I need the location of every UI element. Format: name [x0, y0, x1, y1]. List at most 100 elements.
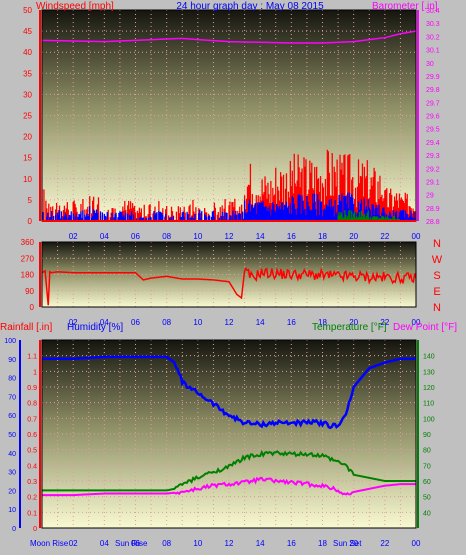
dewpoint-axis-label: Dew Point [°F] — [393, 322, 457, 333]
compass-label: S — [433, 270, 440, 282]
humidity-tick-label: 90 — [8, 357, 16, 364]
wind-plot-area — [42, 10, 416, 221]
x-tick-label: 08 — [162, 318, 171, 327]
rainfall-tick-label: 0.4 — [27, 463, 37, 470]
direction-tick-label: 270 — [21, 254, 35, 263]
barometer-tick-label: 29.5 — [426, 127, 440, 134]
x-tick-label: 02 — [69, 318, 78, 327]
humidity-tick-label: 20 — [8, 488, 16, 495]
humidity-tick-label: 10 — [8, 507, 16, 514]
wind-x-tick-labels: 02 04 06 08 10 12 14 16 18 20 22 00 — [69, 232, 421, 241]
x-tick-label: 20 — [349, 318, 358, 327]
temp-plot-border — [41, 339, 417, 529]
barometer-tick-label: 29.7 — [426, 100, 440, 107]
x-tick-label: 10 — [193, 318, 202, 327]
windspeed-tick-labels: 0 5 10 15 20 25 30 35 40 45 50 — [23, 6, 32, 226]
barometer-tick-label: 29.3 — [426, 153, 440, 160]
temp-series-layer — [42, 355, 416, 497]
windspeed-tick-label: 35 — [23, 69, 32, 78]
windspeed-tick-label: 25 — [23, 112, 32, 121]
windspeed-tick-label: 10 — [23, 175, 32, 184]
direction-tick-label: 0 — [30, 303, 35, 312]
rainfall-tick-label: 0.8 — [27, 401, 37, 408]
x-tick-label: 16 — [287, 232, 296, 241]
x-tick-label: 18 — [318, 318, 327, 327]
direction-x-tick-labels: 02 04 06 08 10 12 14 16 18 20 22 00 — [69, 318, 421, 327]
x-tick-label: 12 — [225, 318, 234, 327]
x-tick-label: 16 — [287, 539, 296, 548]
x-tick-label: 18 — [318, 539, 327, 548]
x-tick-label: 10 — [193, 539, 202, 548]
direction-tick-labels: 0 90 180 270 360 — [21, 238, 35, 312]
direction-tick-label: 360 — [21, 238, 35, 247]
temperature-tick-label: 120 — [423, 385, 435, 392]
rainfall-tick-label: 0.6 — [27, 432, 37, 439]
rainfall-tick-label: 1.1 — [27, 354, 37, 361]
windspeed-tick-label: 45 — [23, 27, 32, 36]
rainfall-tick-labels: 0 0.1 0.2 0.3 0.4 0.5 0.6 0.7 0.8 0.9 1 1.1 — [27, 354, 37, 533]
x-tick-label: 14 — [256, 318, 265, 327]
rainfall-tick-label: 0.9 — [27, 385, 37, 392]
x-tick-label: 04 — [100, 318, 109, 327]
x-tick-label: 22 — [380, 318, 389, 327]
x-tick-label: 12 — [225, 232, 234, 241]
compass-label: N — [433, 238, 441, 250]
direction-tick-label: 90 — [25, 287, 34, 296]
x-tick-label: 06 — [131, 539, 140, 548]
rainfall-tick-label: 0.2 — [27, 495, 37, 502]
temperature-tick-label: 50 — [423, 495, 431, 502]
direction-plot-border — [41, 241, 417, 308]
wind-barometer-panel: Windspeed [mph] 24 hour graph day : May … — [23, 1, 440, 241]
temp-humidity-panel: Rainfall [.in] Humidity [%] Temperature … — [0, 322, 457, 548]
humidity-tick-label: 80 — [8, 376, 16, 383]
barometer-line — [42, 30, 416, 44]
x-tick-label: 22 — [380, 539, 389, 548]
moon-rise-label: Moon Rise — [30, 539, 69, 548]
x-tick-label: 08 — [162, 539, 171, 548]
x-tick-label: 12 — [225, 539, 234, 548]
sun-set-label: Sun Set — [333, 539, 362, 548]
x-tick-label: 06 — [131, 232, 140, 241]
barometer-tick-label: 29.4 — [426, 140, 440, 147]
barometer-tick-label: 29.9 — [426, 74, 440, 81]
x-tick-label: 04 — [100, 539, 109, 548]
temp-grid — [42, 340, 416, 529]
compass-label: W — [432, 254, 443, 266]
barometer-tick-label: 29.2 — [426, 166, 440, 173]
rainfall-axis-label: Rainfall [.in] — [0, 322, 52, 333]
barometer-tick-label: 28.9 — [426, 206, 440, 213]
x-tick-label: 20 — [349, 539, 358, 548]
windspeed-tick-label: 40 — [23, 48, 32, 57]
compass-label: N — [433, 302, 441, 314]
temperature-tick-label: 60 — [423, 479, 431, 486]
temperature-tick-label: 130 — [423, 369, 435, 376]
x-tick-label: 20 — [349, 232, 358, 241]
x-tick-label: 04 — [100, 232, 109, 241]
rainfall-tick-label: 1 — [33, 369, 37, 376]
rainfall-tick-label: 0.5 — [27, 448, 37, 455]
humidity-tick-label: 40 — [8, 451, 16, 458]
temperature-tick-label: 140 — [423, 354, 435, 361]
rainfall-tick-label: 0.1 — [27, 510, 37, 517]
temperature-tick-label: 90 — [423, 432, 431, 439]
barometer-tick-label: 30.3 — [426, 21, 440, 28]
x-tick-label: 14 — [256, 539, 265, 548]
temperature-tick-labels: 40 50 60 70 80 90 100 110 120 130 140 — [423, 354, 435, 518]
humidity-line — [42, 355, 416, 430]
x-tick-label: 02 — [69, 232, 78, 241]
temperature-tick-label: 40 — [423, 510, 431, 517]
barometer-tick-label: 28.8 — [426, 219, 440, 226]
x-tick-label: 14 — [256, 232, 265, 241]
barometer-tick-label: 30.2 — [426, 34, 440, 41]
dew-point-line — [42, 476, 416, 497]
humidity-axis-label: Humidity [%] — [67, 322, 123, 333]
temperature-tick-label: 70 — [423, 463, 431, 470]
direction-tick-label: 180 — [21, 271, 35, 280]
chart-title: 24 hour graph day : May 08 2015 — [176, 1, 324, 12]
compass-label: E — [433, 286, 440, 298]
rainfall-tick-label: 0.3 — [27, 479, 37, 486]
sun-rise-label: Sun Rise — [115, 539, 148, 548]
